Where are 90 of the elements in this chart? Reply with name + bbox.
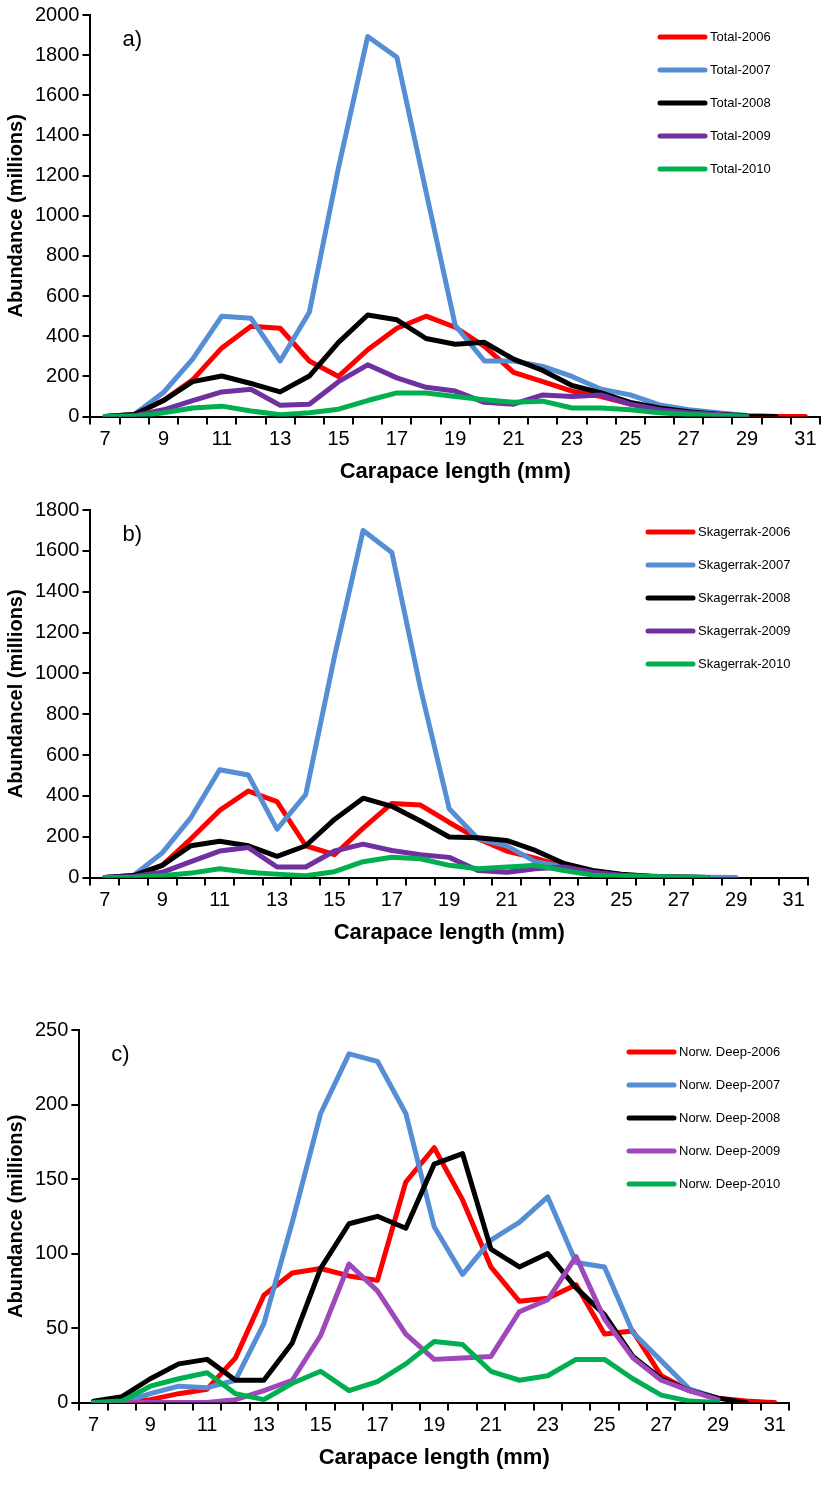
y-tick-label: 600 — [46, 283, 80, 306]
x-tick-label: 17 — [380, 888, 403, 911]
x-tick-label: 29 — [735, 427, 759, 450]
legend-label: Total-2006 — [710, 28, 771, 44]
y-tick-label: 150 — [34, 1166, 69, 1189]
y-axis-title: Abundance (millions) — [3, 1114, 26, 1318]
x-tick-label: 25 — [610, 888, 633, 911]
x-tick-label: 21 — [502, 427, 525, 450]
annotation: c) — [111, 1041, 130, 1067]
legend-label: Norw. Deep-2009 — [679, 1142, 781, 1158]
legend-label: Norw. Deep-2008 — [679, 1109, 781, 1125]
x-axis-title: Carapace length (mm) — [318, 1443, 550, 1469]
y-tick-label: 0 — [57, 1390, 69, 1413]
y-tick-label: 800 — [46, 701, 80, 724]
y-tick-label: 1800 — [34, 42, 80, 65]
y-tick-label: 200 — [46, 363, 80, 386]
y-tick-label: 1000 — [34, 660, 80, 683]
y-tick-label: 2000 — [34, 2, 80, 25]
y-tick-label: 1600 — [34, 82, 80, 105]
x-tick-label: 27 — [667, 888, 690, 911]
x-tick-label: 23 — [560, 427, 584, 450]
x-tick-label: 7 — [99, 888, 111, 911]
x-tick-label: 15 — [309, 1413, 332, 1436]
legend-label: Norw. Deep-2006 — [679, 1043, 781, 1059]
x-tick-label: 23 — [552, 888, 576, 911]
legend-label: Skagerrak-2008 — [698, 589, 791, 605]
x-tick-label: 15 — [323, 888, 346, 911]
x-tick-label: 13 — [252, 1413, 275, 1436]
y-tick-label: 1000 — [34, 203, 80, 226]
y-tick-label: 400 — [46, 783, 80, 806]
y-tick-label: 1200 — [34, 163, 80, 186]
legend-label: Norw. Deep-2007 — [679, 1076, 781, 1092]
legend-label: Total-2007 — [710, 61, 771, 77]
x-tick-label: 19 — [438, 888, 461, 911]
x-tick-label: 11 — [196, 1413, 218, 1436]
y-tick-label: 0 — [68, 404, 80, 427]
y-tick-label: 800 — [46, 243, 80, 266]
y-tick-label: 200 — [46, 824, 80, 847]
x-tick-label: 15 — [327, 427, 350, 450]
legend-label: Skagerrak-2006 — [698, 523, 791, 539]
legend-label: Total-2008 — [710, 94, 771, 110]
x-tick-label: 7 — [88, 1413, 100, 1436]
y-tick-label: 400 — [46, 323, 80, 346]
x-axis-title: Carapace length (mm) — [333, 918, 565, 944]
y-tick-label: 250 — [34, 1017, 69, 1040]
y-axis-title: Abundancel (millions) — [3, 589, 26, 799]
x-tick-label: 9 — [156, 888, 168, 911]
y-tick-label: 1200 — [34, 620, 80, 643]
x-tick-label: 19 — [444, 427, 467, 450]
x-tick-label: 13 — [265, 888, 289, 911]
x-tick-label: 31 — [794, 427, 817, 450]
y-tick-label: 200 — [34, 1092, 69, 1115]
y-tick-label: 1800 — [34, 497, 80, 520]
legend-label: Skagerrak-2010 — [698, 655, 791, 671]
y-tick-label: 1400 — [34, 579, 80, 602]
y-tick-label: 600 — [46, 742, 80, 765]
x-tick-label: 21 — [495, 888, 518, 911]
x-tick-label: 27 — [650, 1413, 673, 1436]
legend-label: Skagerrak-2009 — [698, 622, 791, 638]
annotation: b) — [122, 521, 143, 547]
legend-label: Total-2010 — [710, 160, 771, 176]
x-tick-label: 25 — [593, 1413, 616, 1436]
x-tick-label: 11 — [209, 888, 231, 911]
x-tick-label: 23 — [536, 1413, 559, 1436]
x-tick-label: 31 — [782, 888, 805, 911]
legend-label: Total-2009 — [710, 127, 771, 143]
legend-label: Norw. Deep-2010 — [679, 1175, 781, 1191]
y-tick-label: 0 — [68, 865, 80, 888]
x-tick-label: 31 — [763, 1413, 786, 1436]
y-tick-label: 50 — [46, 1315, 69, 1338]
x-tick-label: 9 — [157, 427, 170, 450]
x-tick-label: 17 — [385, 427, 409, 450]
x-tick-label: 11 — [211, 427, 233, 450]
y-tick-label: 100 — [34, 1241, 69, 1264]
x-axis-title: Carapace length (mm) — [339, 457, 571, 483]
y-tick-label: 1600 — [34, 538, 80, 561]
x-tick-label: 9 — [144, 1413, 156, 1436]
legend-label: Skagerrak-2007 — [698, 556, 791, 572]
x-tick-label: 19 — [423, 1413, 446, 1436]
x-tick-label: 21 — [479, 1413, 503, 1436]
x-tick-label: 17 — [366, 1413, 389, 1436]
x-tick-label: 29 — [725, 888, 748, 911]
x-tick-label: 27 — [677, 427, 700, 450]
y-axis-title: Abundance (millions) — [3, 114, 26, 318]
annotation: a) — [122, 26, 143, 52]
x-tick-label: 29 — [706, 1413, 730, 1436]
x-tick-label: 7 — [99, 427, 111, 450]
x-tick-label: 25 — [619, 427, 642, 450]
x-tick-label: 13 — [269, 427, 292, 450]
y-tick-label: 1400 — [34, 123, 80, 145]
